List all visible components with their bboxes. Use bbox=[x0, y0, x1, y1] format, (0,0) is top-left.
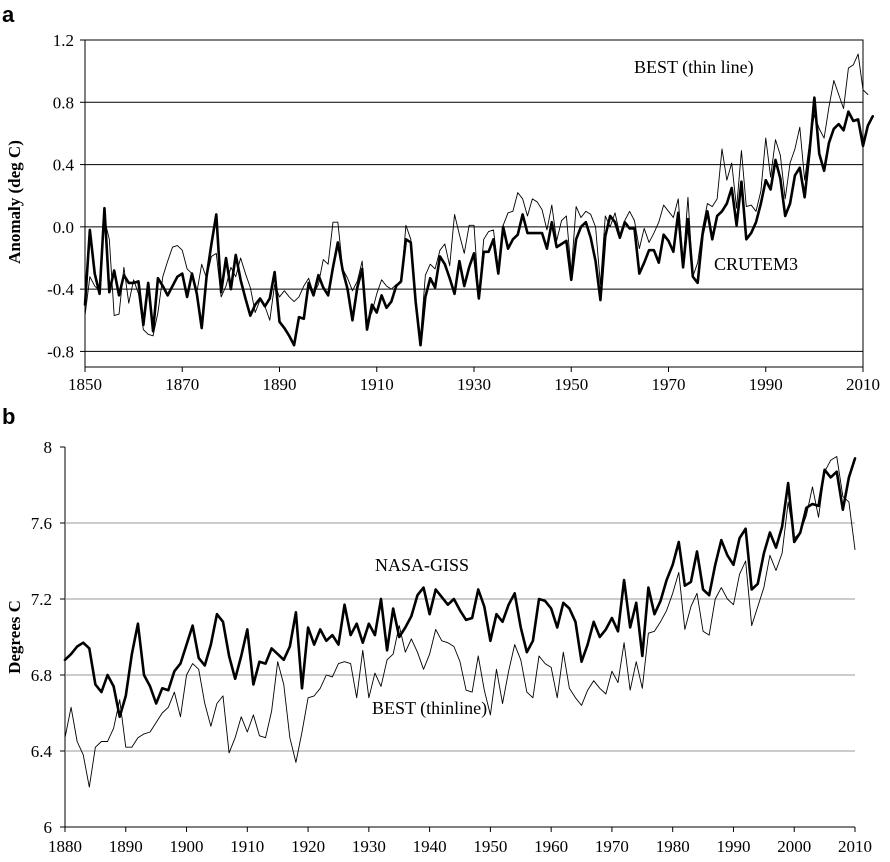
panel-a-label: a bbox=[2, 2, 15, 27]
series-line-nasa-giss-panel-b bbox=[63, 457, 857, 719]
x-tick-label: 1890 bbox=[263, 375, 297, 394]
y-tick-label: 7.6 bbox=[31, 514, 52, 533]
x-tick-label: 1920 bbox=[291, 837, 325, 856]
panel-b-y-tick-labels: 8 7.6 7.2 6.8 6.4 6 bbox=[31, 438, 65, 837]
panel-a-annotation-crutem3: CRUTEM3 bbox=[714, 254, 798, 274]
x-tick-label: 2010 bbox=[846, 375, 880, 394]
panel-b-x-tick-labels: 1880 1890 1900 1910 1920 1930 1940 1950 1960 1970… bbox=[48, 827, 872, 856]
panel-b-gridlines bbox=[65, 522, 855, 752]
x-tick-label: 1970 bbox=[652, 375, 686, 394]
y-tick-label: 7.2 bbox=[31, 590, 52, 609]
x-tick-label: 1990 bbox=[716, 837, 750, 856]
y-tick-label: 6.4 bbox=[31, 742, 53, 761]
y-tick-label: 0.8 bbox=[53, 93, 74, 112]
x-tick-label: 1950 bbox=[554, 375, 588, 394]
y-tick-label: 0.4 bbox=[53, 156, 75, 175]
x-tick-label: 1970 bbox=[595, 837, 629, 856]
panel-b-annotation-best: BEST (thinline) bbox=[372, 698, 487, 719]
panel-a-chart: a 1.20.80.40.0-0.4-0.8 1850 1870 1890 1910 1… bbox=[2, 2, 880, 394]
x-tick-label: 1940 bbox=[413, 837, 447, 856]
x-tick-label: 1990 bbox=[749, 375, 783, 394]
y-tick-label: -0.8 bbox=[47, 342, 74, 361]
panel-a-y-tick-labels: 1.2 0.8 0.4 0.0 -0.4 -0.8 bbox=[47, 31, 85, 361]
series-line-crutem3-panel-a bbox=[83, 96, 875, 347]
y-tick-label: 6 bbox=[44, 818, 53, 837]
panel-b-chart: b 8 7.6 7.2 6.8 6.4 6 1880 1890 1900 1910 1920 193… bbox=[2, 404, 872, 856]
x-tick-label: 1880 bbox=[48, 837, 82, 856]
x-tick-label: 1930 bbox=[457, 375, 491, 394]
x-tick-label: 1910 bbox=[360, 375, 394, 394]
series-line-best-panel-b bbox=[64, 456, 856, 788]
y-tick-label: 8 bbox=[44, 438, 53, 457]
panel-b-annotation-nasa-giss: NASA-GISS bbox=[375, 555, 469, 575]
panel-a-annotation-best: BEST (thin line) bbox=[634, 57, 754, 78]
x-tick-label: 1930 bbox=[352, 837, 386, 856]
x-tick-label: 1900 bbox=[170, 837, 204, 856]
y-tick-label: -0.4 bbox=[47, 280, 74, 299]
x-tick-label: 1980 bbox=[656, 837, 690, 856]
panel-a-series bbox=[83, 53, 875, 347]
panel-b-series bbox=[63, 456, 857, 788]
panel-b-label: b bbox=[2, 404, 15, 429]
x-tick-label: 1950 bbox=[473, 837, 507, 856]
panel-b-y-axis-label: Degrees C bbox=[5, 600, 24, 674]
y-tick-label: 6.8 bbox=[31, 666, 52, 685]
x-tick-label: 2010 bbox=[838, 837, 872, 856]
x-tick-label: 1850 bbox=[68, 375, 102, 394]
x-tick-label: 1870 bbox=[165, 375, 199, 394]
y-tick-label: 0.0 bbox=[53, 218, 74, 237]
x-tick-label: 1890 bbox=[109, 837, 143, 856]
y-tick-label: 1.2 bbox=[53, 31, 74, 50]
series-line-best-panel-a bbox=[84, 53, 869, 338]
x-tick-label: 1960 bbox=[534, 837, 568, 856]
panel-a-y-axis-label: Anomaly (deg C) bbox=[5, 140, 24, 264]
panel-a-x-tick-labels: 1850 1870 1890 1910 1930 1950 1970 1990 2010 bbox=[68, 367, 880, 394]
x-tick-label: 1910 bbox=[230, 837, 264, 856]
x-tick-label: 2000 bbox=[777, 837, 811, 856]
